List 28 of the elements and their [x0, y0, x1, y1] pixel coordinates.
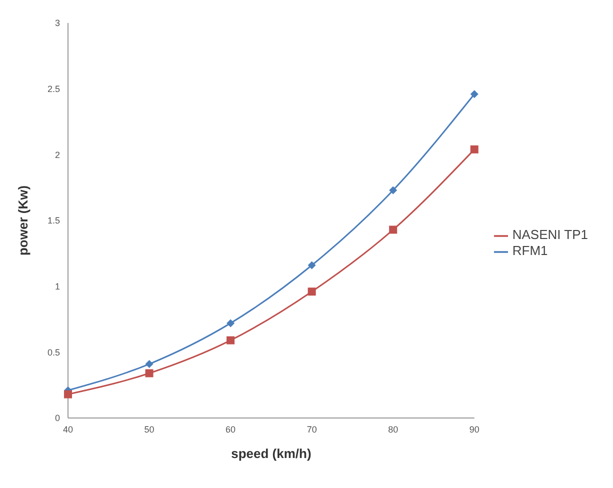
- legend-label: RFM1: [512, 243, 548, 258]
- x-tick-label: 60: [226, 424, 236, 434]
- y-axis-title: power (Kw): [16, 185, 31, 256]
- y-tick-label: 2: [54, 150, 60, 160]
- x-tick-label: 40: [62, 424, 74, 434]
- point: [64, 390, 72, 398]
- point: [389, 226, 398, 234]
- point: [470, 145, 478, 154]
- point: [226, 319, 235, 328]
- point: [308, 261, 316, 270]
- x-tick-label: 70: [306, 424, 317, 434]
- y-tick-label: 3: [54, 18, 60, 28]
- x-tick-label: 90: [469, 424, 480, 434]
- legend-label: NASENI TP1: [512, 227, 588, 242]
- point: [226, 336, 235, 344]
- y-tick-label: 1: [54, 282, 60, 292]
- x-tick-label: 80: [388, 424, 398, 434]
- x-tick-label: 50: [144, 424, 154, 434]
- point: [145, 360, 154, 368]
- point: [308, 288, 316, 296]
- point: [470, 90, 478, 98]
- x-axis-title: speed (km/h): [231, 446, 312, 461]
- y-tick-label: 1.5: [47, 216, 60, 226]
- y-tick-label: 0: [54, 413, 60, 424]
- point: [145, 369, 154, 378]
- point: [389, 186, 398, 194]
- y-tick-label: 0.5: [47, 347, 60, 358]
- y-tick-label: 2.5: [47, 84, 60, 94]
